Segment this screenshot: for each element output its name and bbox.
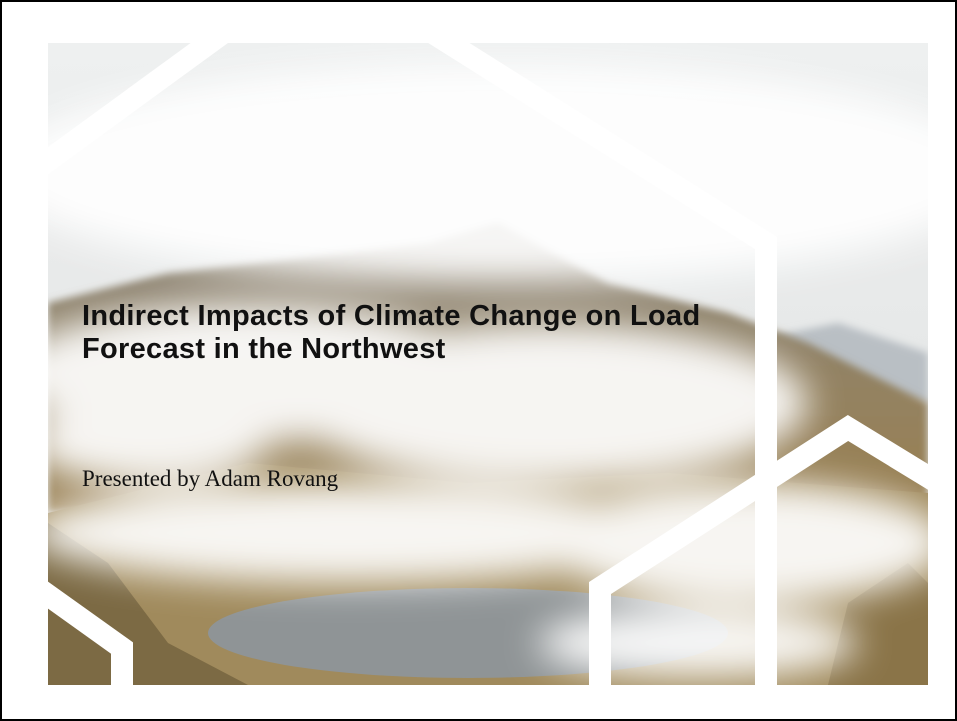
slide-subtitle: Presented by Adam Rovang [82,466,339,491]
background-photo [48,43,928,685]
slide-title: Indirect Impacts of Climate Change on Lo… [82,300,701,365]
